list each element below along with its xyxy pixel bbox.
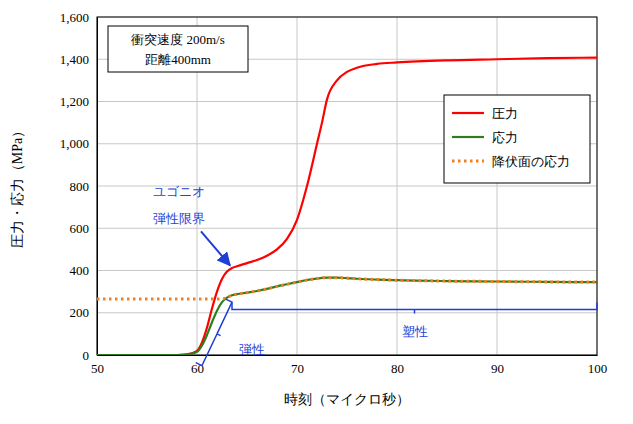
grid-line-y — [97, 312, 597, 313]
legend-swatch — [452, 112, 484, 114]
y-tick-label: 200 — [70, 305, 90, 320]
x-tick-label: 50 — [91, 361, 104, 376]
y-tick-label: 1,400 — [60, 52, 89, 67]
y-tick-label: 1,200 — [60, 94, 89, 109]
grid-line-x — [297, 17, 298, 355]
annotation-arrow — [201, 231, 230, 265]
legend-label: 応力 — [492, 130, 518, 145]
x-tick-label: 100 — [588, 361, 608, 376]
y-tick-label: 1,600 — [60, 10, 89, 25]
x-axis-title: 時刻（マイクロ秒） — [284, 392, 410, 407]
legend-swatch — [452, 160, 484, 163]
y-tick: 200 — [70, 305, 98, 320]
series-line — [97, 278, 597, 299]
x-tick: 50 — [91, 355, 104, 376]
x-tick-label: 90 — [491, 361, 504, 376]
brace-label: 塑性 — [402, 324, 428, 339]
brace-line — [232, 303, 597, 314]
grid-line-y — [97, 228, 597, 229]
y-tick: 1,200 — [60, 94, 97, 109]
series-line — [97, 278, 597, 355]
x-tick: 70 — [291, 355, 304, 376]
annotation-text: 弾性限界 — [153, 211, 205, 226]
series-group — [97, 58, 597, 355]
x-axis: 5060708090100 — [91, 355, 607, 376]
brace-line — [196, 299, 232, 365]
y-axis-title: 圧力・応力（MPa） — [10, 124, 25, 248]
y-tick: 800 — [70, 179, 98, 194]
info-box-text: 距離400mm — [145, 52, 211, 67]
grid-line-x — [497, 17, 498, 355]
y-tick: 1,400 — [60, 52, 97, 67]
info-box: 衝突速度 200m/s 距離400mm — [108, 26, 248, 72]
legend-label: 圧力 — [492, 106, 518, 121]
grid — [97, 17, 597, 355]
legend-label: 降伏面の応力 — [492, 154, 570, 169]
y-tick: 1,000 — [60, 136, 97, 151]
y-tick: 600 — [70, 221, 98, 236]
grid-line-x — [397, 17, 398, 355]
y-tick-label: 600 — [70, 221, 90, 236]
legend-frame — [444, 95, 590, 183]
brace: 塑性 — [232, 303, 597, 339]
y-tick: 400 — [70, 263, 98, 278]
legend: 圧力応力降伏面の応力 — [444, 95, 590, 183]
annotation: ユゴニオ弾性限界 — [153, 184, 230, 265]
y-tick-label: 800 — [70, 179, 90, 194]
y-tick-label: 400 — [70, 263, 90, 278]
y-axis: 0 200 400 600 800 1,000 1,200 1,400 1,600 — [60, 10, 98, 363]
brace-label: 弾性 — [239, 342, 265, 357]
grid-line-y — [97, 270, 597, 271]
y-tick: 0 — [83, 348, 98, 363]
info-box-frame — [108, 26, 248, 72]
chart: 506070809010002004006008001,0001,2001,40… — [0, 0, 633, 424]
annotation-text: ユゴニオ — [153, 184, 205, 199]
y-tick: 1,600 — [60, 10, 97, 25]
x-tick: 80 — [391, 355, 404, 376]
series-line — [97, 58, 597, 355]
plot-area: 506070809010002004006008001,0001,2001,40… — [60, 10, 608, 377]
plot-frame — [97, 17, 597, 355]
y-tick-label: 1,000 — [60, 136, 89, 151]
legend-swatch — [452, 136, 484, 138]
x-tick-label: 70 — [291, 361, 304, 376]
x-tick-label: 80 — [391, 361, 404, 376]
x-tick: 100 — [588, 355, 608, 376]
info-box-text: 衝突速度 200m/s — [131, 32, 225, 47]
x-tick: 90 — [491, 355, 504, 376]
y-tick-label: 0 — [83, 348, 90, 363]
